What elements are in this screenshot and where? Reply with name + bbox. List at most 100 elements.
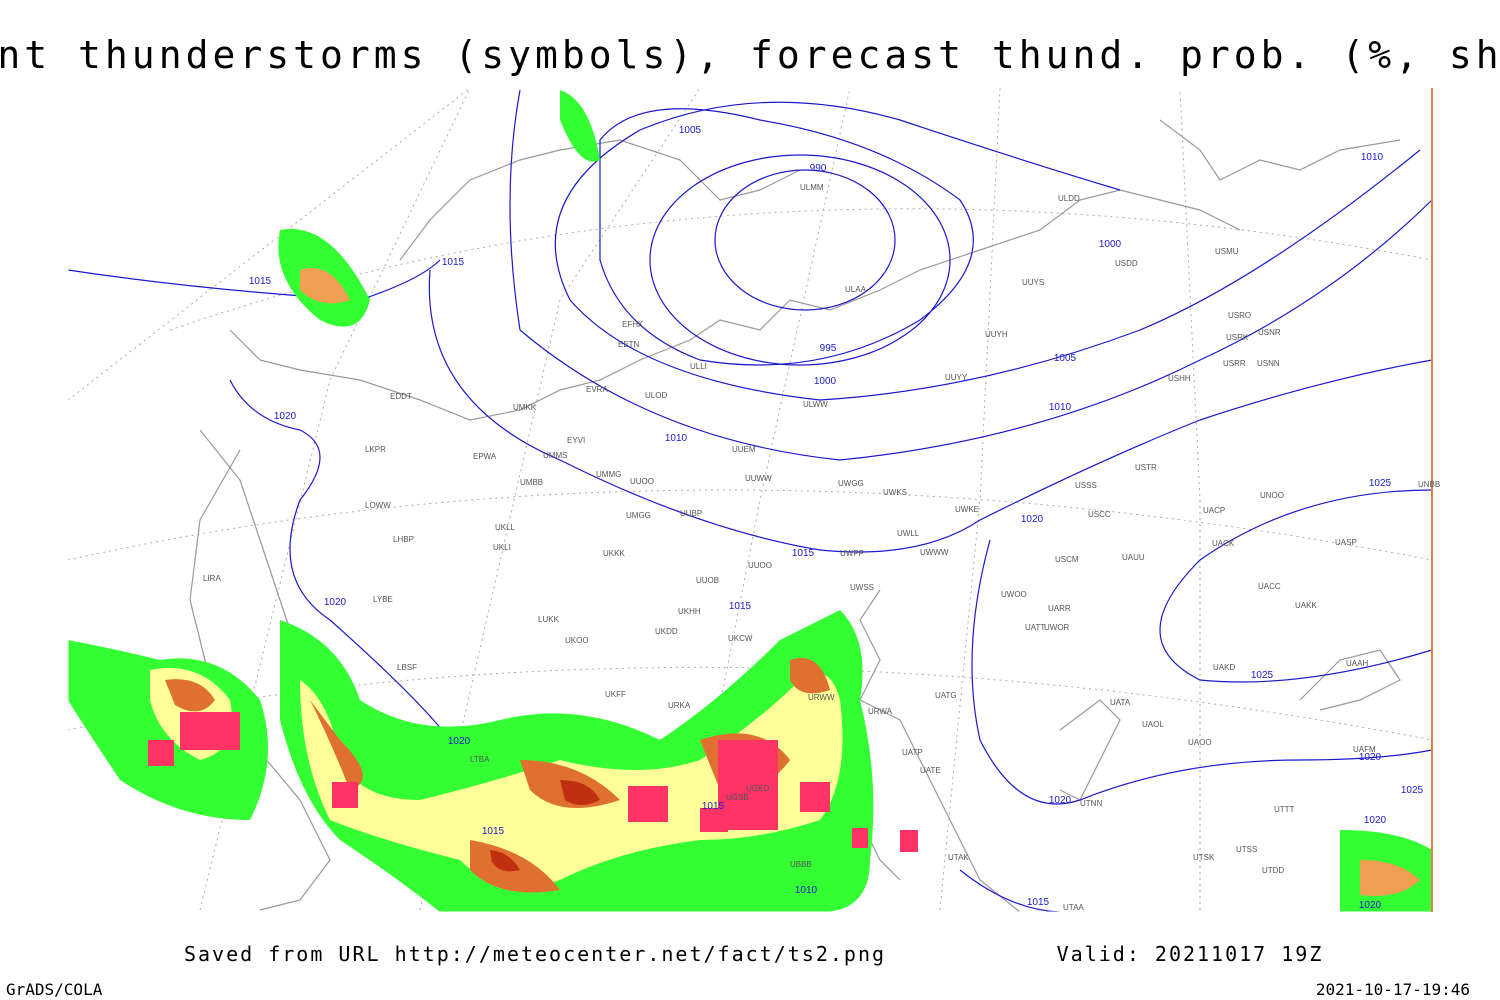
isobar-label: 1010: [795, 885, 818, 896]
station-label: USCC: [1088, 510, 1111, 519]
station-label: UUOO: [748, 561, 772, 570]
station-label: USCM: [1055, 555, 1079, 564]
station-label: EDDT: [390, 392, 412, 401]
source-url: Saved from URL http://meteocenter.net/fa…: [184, 942, 886, 966]
isobar-label: 1015: [729, 601, 752, 612]
station-label: UUYH: [985, 330, 1008, 339]
station-label: UKLL: [495, 523, 516, 532]
station-label: UKHH: [678, 607, 701, 616]
isobar-label: 1005: [1054, 353, 1077, 364]
isobar-label: 995: [820, 343, 837, 354]
station-label: USSS: [1075, 481, 1097, 490]
station-label: UAKK: [1295, 601, 1317, 610]
station-label: UARR: [1048, 604, 1071, 613]
station-label: UTAK: [948, 853, 969, 862]
isobar-label: 1025: [1251, 670, 1274, 681]
station-label: USRO: [1228, 311, 1251, 320]
isobar-label: 1025: [1401, 785, 1424, 796]
station-label: UWKE: [955, 505, 979, 514]
station-label: UAKD: [1213, 663, 1235, 672]
station-label: USNR: [1258, 328, 1281, 337]
isobar-label: 1000: [814, 376, 837, 387]
station-label: USMU: [1215, 247, 1239, 256]
map-labels: 1005 990 1015 1015 1000 1010 995 1000 1005 1010 10…: [203, 125, 1440, 912]
station-label: UUYY: [945, 373, 968, 382]
station-label: LIRA: [203, 574, 221, 583]
station-label: ULOD: [645, 391, 667, 400]
station-label: UWGG: [838, 479, 864, 488]
station-label: UACC: [1258, 582, 1281, 591]
station-label: UWOO: [1001, 590, 1027, 599]
station-label: UWSS: [850, 583, 874, 592]
station-label: USDD: [1115, 259, 1138, 268]
station-label: LYBE: [373, 595, 393, 604]
station-label: UUBP: [680, 509, 702, 518]
station-label: UACK: [1212, 539, 1235, 548]
station-label: EVRA: [586, 385, 608, 394]
station-label: UUYS: [1022, 278, 1044, 287]
isobar-label: 1015: [1027, 897, 1050, 908]
station-label: ULLI: [690, 362, 707, 371]
station-label: UTAA: [1063, 903, 1084, 912]
station-label: UMGG: [626, 511, 651, 520]
isobar-label: 1010: [1049, 402, 1072, 413]
station-label: UKDD: [655, 627, 678, 636]
isobar-label: 1000: [1099, 239, 1122, 250]
isobar-label: 1020: [324, 597, 347, 608]
station-label: ULAA: [845, 285, 867, 294]
station-label: UTNN: [1080, 799, 1102, 808]
isobar-label: 1020: [448, 736, 471, 747]
station-label: LBSF: [397, 663, 417, 672]
station-label: USTR: [1135, 463, 1157, 472]
station-label: UAAH: [1346, 659, 1368, 668]
station-label: UKOO: [565, 636, 589, 645]
station-label: UGSB: [726, 793, 749, 802]
isobar-label: 1015: [702, 801, 725, 812]
isobar-label: 990: [810, 163, 827, 174]
station-label: UTSK: [1193, 853, 1215, 862]
timestamp: 2021-10-17-19:46: [1316, 980, 1470, 999]
map-frame: [67, 87, 1433, 913]
station-label: UUEM: [732, 445, 756, 454]
station-label: UATE: [920, 766, 941, 775]
station-label: LUKK: [538, 615, 560, 624]
station-label: UBBB: [790, 860, 812, 869]
isobar-label: 1020: [1359, 752, 1382, 763]
station-label: URWW: [808, 693, 835, 702]
station-label: UUWW: [745, 474, 772, 483]
isobar-label: 1010: [1361, 152, 1384, 163]
station-label: EYVI: [567, 436, 585, 445]
station-label: UUOB: [696, 576, 719, 585]
station-label: UATA: [1110, 698, 1131, 707]
station-label: UKLI: [493, 543, 511, 552]
isobar-label: 1005: [679, 125, 702, 136]
station-label: UTDD: [1262, 866, 1284, 875]
station-label: LKPR: [365, 445, 386, 454]
station-label: USHH: [1168, 374, 1191, 383]
isobar-label: 1015: [442, 257, 465, 268]
station-label: UMBB: [520, 478, 543, 487]
station-label: UATT: [1025, 623, 1045, 632]
station-label: URWA: [868, 707, 893, 716]
title: Current thunderstorms (symbols), forecas…: [0, 33, 1500, 77]
station-label: UACP: [1203, 506, 1225, 515]
isobar-label: 1015: [482, 826, 505, 837]
station-label: UAOL: [1142, 720, 1164, 729]
isobar-label: 1015: [792, 548, 815, 559]
station-label: UWPP: [840, 549, 864, 558]
station-label: UATG: [935, 691, 957, 700]
station-label: UTTT: [1274, 805, 1295, 814]
station-label: UMMG: [596, 470, 621, 479]
isobar-label: 1025: [1369, 478, 1392, 489]
station-label: ULDD: [1058, 194, 1080, 203]
station-label: UWLL: [897, 529, 920, 538]
isobar-label: 1015: [249, 276, 272, 287]
station-label: UTSS: [1236, 845, 1257, 854]
station-label: USRK: [1226, 333, 1249, 342]
station-label: UATP: [902, 748, 923, 757]
station-label: UAFM: [1353, 745, 1376, 754]
station-label: EETN: [618, 340, 640, 349]
station-label: UWOR: [1044, 623, 1070, 632]
station-label: ULWW: [803, 400, 828, 409]
